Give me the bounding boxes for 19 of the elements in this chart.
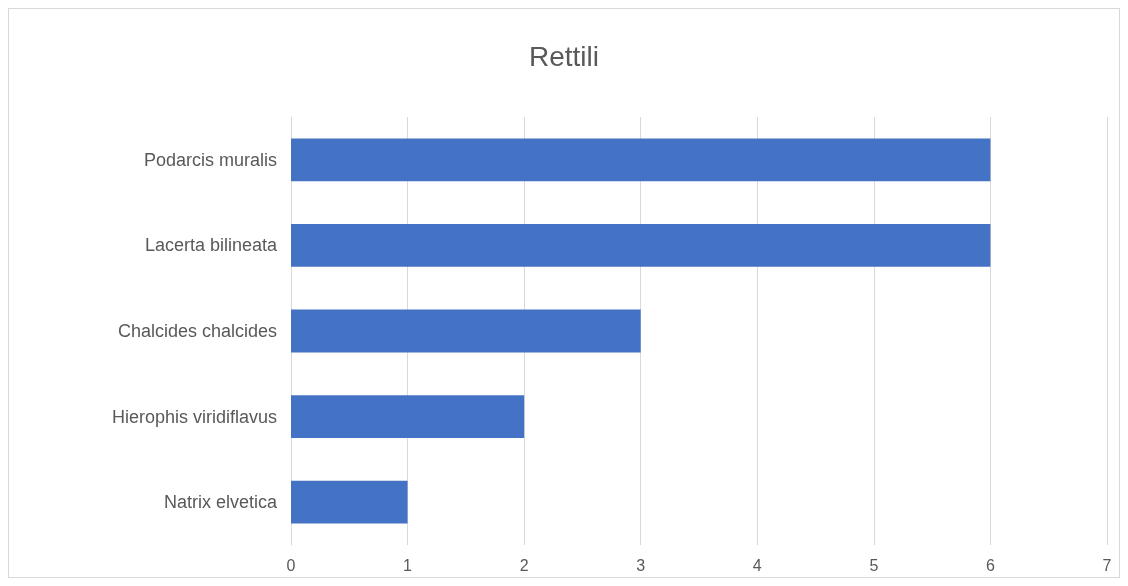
y-tick-label: Natrix elvetica	[163, 492, 278, 513]
bar	[291, 480, 408, 524]
y-tick-label: Lacerta bilineata	[144, 235, 278, 256]
x-tick-label: 1	[403, 556, 413, 574]
x-tick-label: 5	[869, 556, 879, 574]
y-tick-label: Chalcides chalcides	[117, 321, 277, 341]
x-tick-label: 3	[636, 556, 646, 574]
bar	[291, 138, 991, 182]
x-tick-label: 4	[752, 556, 762, 574]
x-tick-label: 6	[985, 556, 995, 574]
bar	[291, 309, 641, 353]
y-tick-label: Hierophis viridiflavus	[111, 406, 277, 427]
x-tick-label: 2	[519, 556, 529, 574]
chart-title: Rettili	[528, 40, 600, 72]
bar	[291, 395, 525, 438]
x-tick-label: 0	[286, 556, 296, 574]
bar	[291, 224, 991, 267]
y-tick-label: Podarcis muralis	[143, 149, 277, 170]
x-tick-label: 7	[1102, 556, 1112, 574]
